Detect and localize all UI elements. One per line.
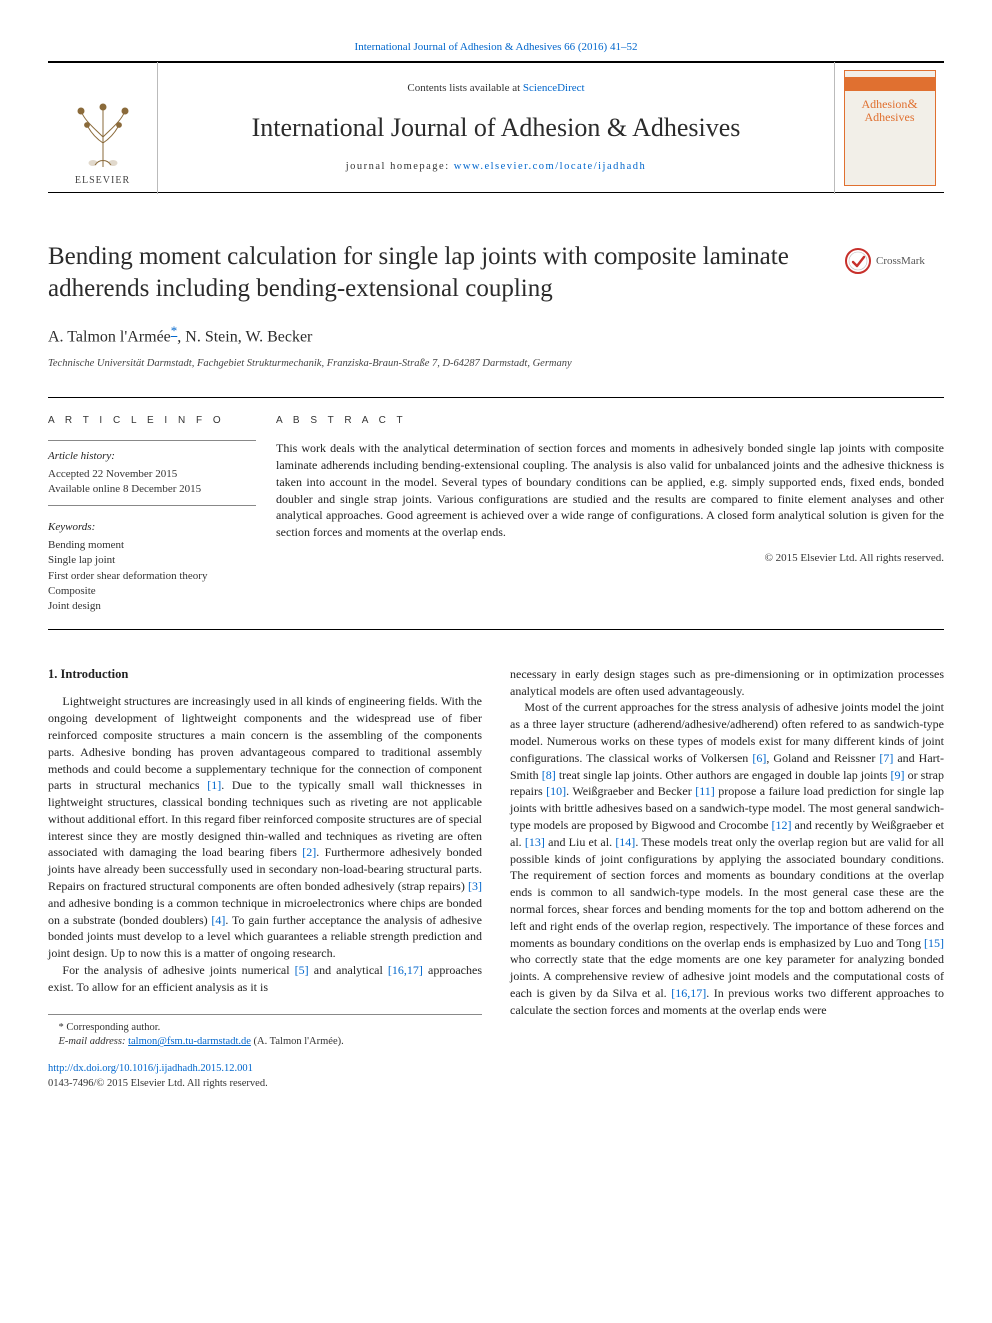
intro-para-2: For the analysis of adhesive joints nume… bbox=[48, 962, 482, 996]
intro-para-1: Lightweight structures are increasingly … bbox=[48, 693, 482, 962]
cover-line2: Adhesives bbox=[865, 110, 915, 124]
sciencedirect-link[interactable]: ScienceDirect bbox=[523, 82, 585, 94]
elsevier-tree-icon bbox=[68, 94, 138, 172]
keyword-4: Joint design bbox=[48, 599, 256, 614]
article-title: Bending moment calculation for single la… bbox=[48, 241, 830, 304]
ref-link-11[interactable]: [11] bbox=[695, 784, 715, 798]
abstract-copyright: © 2015 Elsevier Ltd. All rights reserved… bbox=[276, 551, 944, 566]
title-block: Bending moment calculation for single la… bbox=[48, 241, 944, 304]
cover-line1: Adhesion bbox=[861, 97, 907, 111]
keyword-3: Composite bbox=[48, 584, 256, 599]
doi-link[interactable]: http://dx.doi.org/10.1016/j.ijadhadh.201… bbox=[48, 1063, 253, 1074]
keywords-label: Keywords: bbox=[48, 520, 256, 535]
t: . Weißgraeber and Becker bbox=[566, 784, 695, 798]
authors-line: A. Talmon l'Armée*, N. Stein, W. Becker bbox=[48, 322, 944, 349]
homepage-link[interactable]: www.elsevier.com/locate/ijadhadh bbox=[454, 161, 647, 172]
crossmark-badge[interactable]: CrossMark bbox=[844, 247, 944, 275]
ref-link-4[interactable]: [4] bbox=[211, 913, 225, 927]
t: and analytical bbox=[309, 963, 388, 977]
article-info-col: A R T I C L E I N F O Article history: A… bbox=[48, 414, 276, 615]
keyword-0: Bending moment bbox=[48, 538, 256, 553]
ref-link-13[interactable]: [13] bbox=[525, 835, 545, 849]
journal-cover-block: Adhesion& Adhesives bbox=[834, 62, 944, 194]
ref-link-15[interactable]: [15] bbox=[924, 936, 944, 950]
article-info-head: A R T I C L E I N F O bbox=[48, 414, 256, 428]
corresponding-author-note: * Corresponding author. bbox=[48, 1021, 482, 1036]
cover-title: Adhesion& Adhesives bbox=[861, 97, 917, 124]
abstract-head: A B S T R A C T bbox=[276, 414, 944, 428]
ref-link-8[interactable]: [8] bbox=[542, 768, 556, 782]
body-col-right: necessary in early design stages such as… bbox=[510, 666, 944, 1050]
email-after: (A. Talmon l'Armée). bbox=[251, 1036, 344, 1047]
t: For the analysis of adhesive joints nume… bbox=[62, 963, 294, 977]
ref-link-7[interactable]: [7] bbox=[879, 751, 893, 765]
ref-link-6[interactable]: [6] bbox=[752, 751, 766, 765]
body-columns: 1. Introduction Lightweight structures a… bbox=[48, 666, 944, 1050]
ref-link-14[interactable]: [14] bbox=[615, 835, 635, 849]
publisher-logo-block: ELSEVIER bbox=[48, 62, 158, 194]
homepage-line: journal homepage: www.elsevier.com/locat… bbox=[166, 160, 826, 175]
history-accepted: Accepted 22 November 2015 bbox=[48, 467, 256, 482]
abstract-text: This work deals with the analytical dete… bbox=[276, 440, 944, 541]
issn-line: 0143-7496/© 2015 Elsevier Ltd. All right… bbox=[48, 1077, 944, 1092]
doi-block: http://dx.doi.org/10.1016/j.ijadhadh.201… bbox=[48, 1062, 944, 1091]
footnotes: * Corresponding author. E-mail address: … bbox=[48, 1014, 482, 1050]
ref-link-16-17b[interactable]: [16,17] bbox=[671, 986, 706, 1000]
contents-prefix: Contents lists available at bbox=[407, 82, 522, 94]
crossmark-icon bbox=[844, 247, 872, 275]
keyword-2: First order shear deformation theory bbox=[48, 569, 256, 584]
body-col-left: 1. Introduction Lightweight structures a… bbox=[48, 666, 482, 1050]
journal-cover: Adhesion& Adhesives bbox=[844, 70, 936, 186]
ref-link-10[interactable]: [10] bbox=[546, 784, 566, 798]
t: and Liu et al. bbox=[545, 835, 615, 849]
t: . These models treat only the overlap re… bbox=[510, 835, 944, 950]
publisher-name: ELSEVIER bbox=[75, 174, 130, 188]
cover-amp: & bbox=[907, 96, 917, 111]
intro-para-3: Most of the current approaches for the s… bbox=[510, 699, 944, 1018]
title-text: Bending moment calculation for single la… bbox=[48, 241, 830, 304]
email-label: E-mail address: bbox=[59, 1036, 129, 1047]
info-rule-2 bbox=[48, 505, 256, 506]
top-journal-anchor[interactable]: International Journal of Adhesion & Adhe… bbox=[355, 41, 638, 53]
history-online: Available online 8 December 2015 bbox=[48, 482, 256, 497]
cover-strip bbox=[845, 77, 935, 91]
intro-para-2-cont: necessary in early design stages such as… bbox=[510, 666, 944, 700]
ref-link-2[interactable]: [2] bbox=[302, 845, 316, 859]
email-line: E-mail address: talmon@fsm.tu-darmstadt.… bbox=[48, 1035, 482, 1050]
masthead-center: Contents lists available at ScienceDirec… bbox=[158, 73, 834, 183]
ref-link-16-17[interactable]: [16,17] bbox=[388, 963, 423, 977]
ref-link-5[interactable]: [5] bbox=[295, 963, 309, 977]
section-1-head: 1. Introduction bbox=[48, 666, 482, 684]
top-journal-link: International Journal of Adhesion & Adhe… bbox=[48, 40, 944, 55]
keyword-1: Single lap joint bbox=[48, 553, 256, 568]
t: , Goland and Reissner bbox=[766, 751, 879, 765]
info-abstract-row: A R T I C L E I N F O Article history: A… bbox=[48, 397, 944, 630]
abstract-col: A B S T R A C T This work deals with the… bbox=[276, 414, 944, 615]
homepage-prefix: journal homepage: bbox=[346, 161, 454, 172]
journal-name: International Journal of Adhesion & Adhe… bbox=[166, 110, 826, 146]
affiliation: Technische Universität Darmstadt, Fachge… bbox=[48, 357, 944, 372]
contents-lists-line: Contents lists available at ScienceDirec… bbox=[166, 81, 826, 96]
email-link[interactable]: talmon@fsm.tu-darmstadt.de bbox=[128, 1036, 251, 1047]
ref-link-3[interactable]: [3] bbox=[468, 879, 482, 893]
ref-link-9[interactable]: [9] bbox=[891, 768, 905, 782]
masthead: ELSEVIER Contents lists available at Sci… bbox=[48, 61, 944, 193]
page: International Journal of Adhesion & Adhe… bbox=[0, 0, 992, 1121]
t: treat single lap joints. Other authors a… bbox=[556, 768, 891, 782]
authors-rest: , N. Stein, W. Becker bbox=[177, 328, 312, 345]
ref-link-1[interactable]: [1] bbox=[207, 778, 221, 792]
crossmark-label: CrossMark bbox=[876, 254, 925, 269]
author-1: A. Talmon l'Armée bbox=[48, 328, 171, 345]
ref-link-12[interactable]: [12] bbox=[771, 818, 791, 832]
history-label: Article history: bbox=[48, 449, 256, 464]
